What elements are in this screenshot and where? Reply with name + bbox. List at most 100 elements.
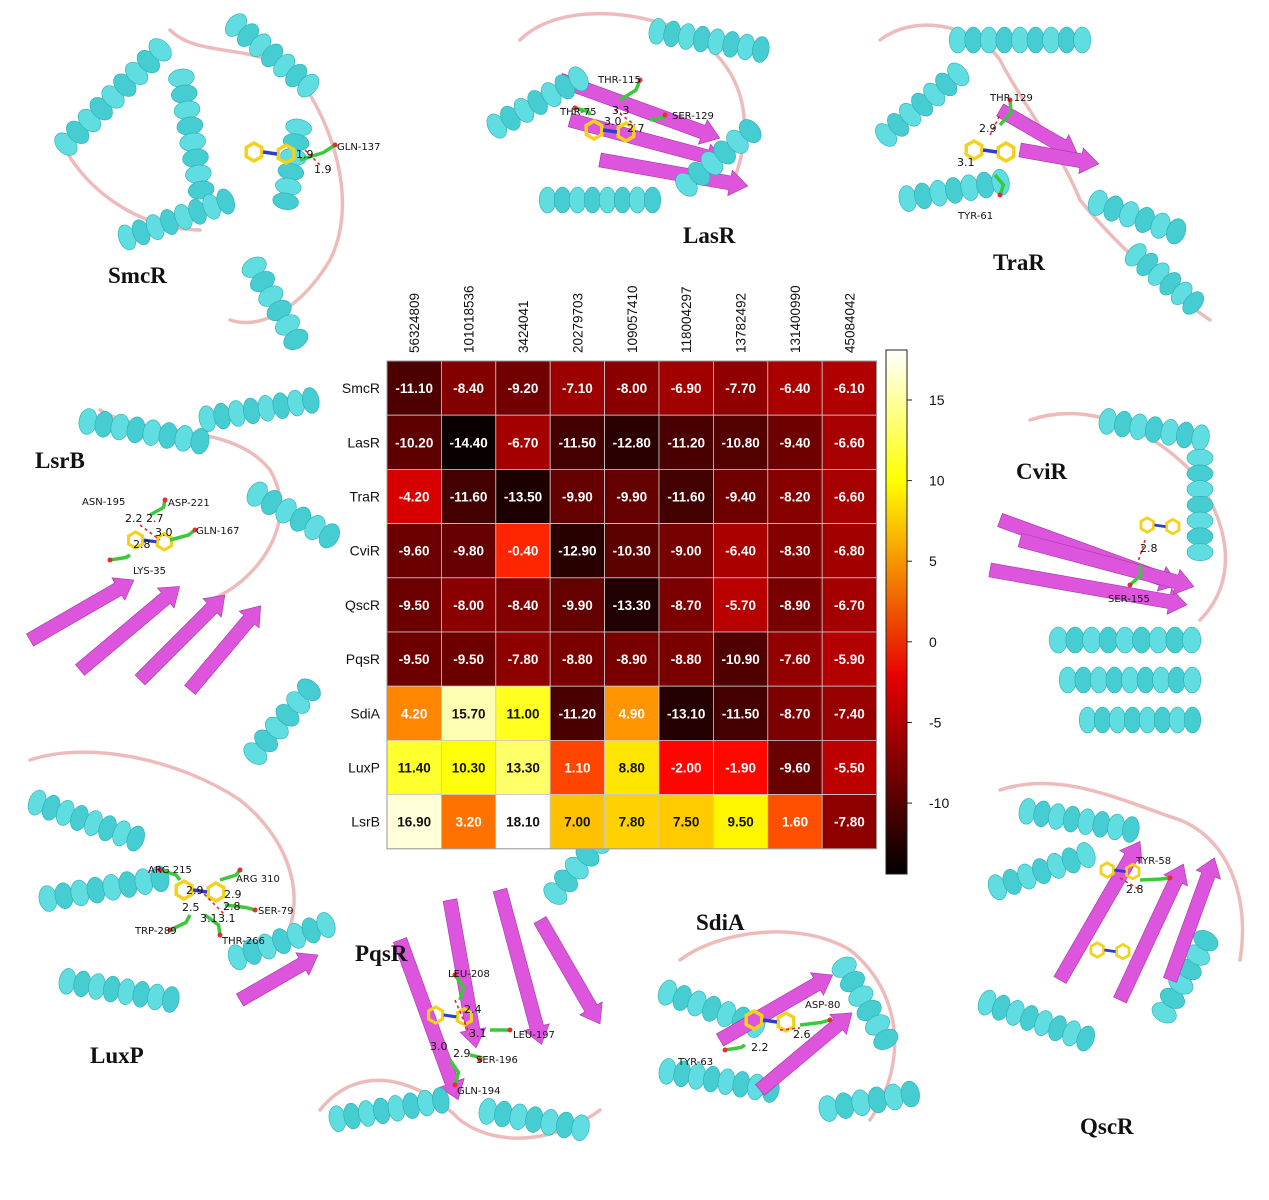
heatmap-cell-trar-5 — [658, 468, 714, 524]
ligand — [1089, 941, 1131, 961]
helix-turn — [613, 186, 632, 214]
ligand-ring — [1115, 942, 1131, 961]
heatmap-cell-luxp-1 — [440, 740, 497, 796]
alpha-helix — [818, 1080, 920, 1122]
helix-turn — [571, 1114, 590, 1141]
distance-label: 2.5 — [182, 901, 200, 914]
strand-arrow — [716, 972, 834, 1047]
colorbar — [885, 349, 908, 875]
residue-label: SER-79 — [258, 906, 294, 917]
distance-label: 2.8 — [133, 538, 151, 551]
cell-label: -9.20 — [508, 381, 539, 396]
cell-label: 9.50 — [727, 815, 753, 830]
ligand-bond — [762, 1018, 778, 1024]
alpha-helix — [898, 169, 1010, 212]
cell-label: -9.40 — [780, 435, 811, 450]
residue-atom — [722, 1047, 728, 1053]
cell-label: 4.20 — [401, 706, 427, 721]
panel-cvir: SER-155 2.8 CviR — [988, 408, 1228, 734]
alpha-helix — [58, 968, 180, 1013]
heatmap-cell-cvir-6 — [713, 523, 769, 579]
residue-sidechain — [149, 499, 167, 517]
cell-label: 4.90 — [619, 706, 645, 721]
row-label-lsrb: LsrB — [351, 814, 380, 830]
cell-label: -7.80 — [508, 652, 539, 667]
heatmap-cell-trar-3 — [549, 468, 606, 524]
cell-label: -8.30 — [780, 544, 811, 559]
strand-arrow — [236, 952, 319, 1007]
cell-label: 7.50 — [673, 815, 699, 830]
cell-label: -8.80 — [671, 652, 702, 667]
alpha-helix — [1058, 666, 1202, 694]
helix-turn — [1186, 448, 1214, 467]
distance-label: 3.1 — [469, 1027, 487, 1040]
cell-label: -11.20 — [559, 706, 597, 721]
column-label-20279703: 20279703 — [570, 293, 585, 353]
helix-turn — [1182, 626, 1202, 654]
heatmap-cell-cvir-3 — [549, 523, 606, 579]
alpha-helix — [675, 119, 762, 197]
residue-atom — [157, 867, 163, 873]
distance-label: 2.2 — [125, 512, 143, 525]
residue-atom — [997, 192, 1003, 198]
heatmap-cell-cvir-5 — [658, 523, 714, 579]
alpha-helix — [538, 186, 662, 214]
loop-coil — [28, 750, 296, 952]
distance-label: 3.1 — [200, 912, 218, 925]
heatmap-cell-lasr-5 — [658, 414, 714, 470]
residue-label: SER-196 — [476, 1055, 518, 1066]
panel-smcr: GLN-137 1.91.9 SmcR — [54, 13, 381, 350]
helix-turn — [1108, 706, 1127, 734]
residue-sidechain — [574, 106, 592, 116]
helix-turn — [1115, 626, 1135, 654]
strand-arrow — [1163, 857, 1221, 983]
helix-turn — [947, 62, 970, 87]
hydrogen-bond — [139, 524, 161, 541]
ligand-ring — [174, 878, 194, 902]
residue-sidechain — [1139, 876, 1171, 882]
cell-label: -5.70 — [725, 598, 756, 613]
residue-atom — [237, 867, 243, 873]
residue-label: SER-155 — [1108, 594, 1150, 605]
helix-turn — [1121, 666, 1139, 694]
column-label-118004297: 118004297 — [679, 286, 694, 353]
heatmap-cell-sdia-7 — [767, 685, 823, 741]
cell-label: 11.00 — [506, 706, 539, 721]
residue-sidechain — [453, 974, 466, 1001]
alpha-helix — [243, 678, 321, 765]
cell-label: -2.00 — [671, 761, 702, 776]
helix-turn — [1065, 626, 1085, 654]
helix-turn — [216, 188, 235, 215]
alpha-helix — [486, 66, 589, 139]
cell-label: -6.80 — [834, 544, 865, 559]
distance-label: 3.1 — [218, 912, 236, 925]
ligand-bond — [262, 150, 278, 156]
cell-label: -0.40 — [508, 544, 539, 559]
residue-label: LEU-197 — [513, 1030, 555, 1041]
beta-strand — [598, 152, 749, 197]
ligand — [584, 118, 636, 144]
ligand-ring — [244, 140, 264, 164]
residue-atom — [452, 972, 458, 978]
helix-turn — [1042, 26, 1060, 54]
cell-label: 8.80 — [619, 761, 645, 776]
cell-label: -8.40 — [453, 381, 484, 396]
alpha-helix — [27, 789, 145, 852]
heatmap-cell-qscr-6 — [713, 577, 769, 633]
ligand — [1099, 861, 1141, 881]
beta-strand — [1163, 857, 1221, 983]
beta-strand — [988, 562, 1188, 615]
protein-title-pqsr: PqsR — [355, 941, 408, 966]
protein-title-lsrb: LsrB — [35, 448, 85, 473]
cell-label: -8.70 — [780, 706, 811, 721]
panel-sdia: ASP-80 TYR-63 2.2 2.6 SdiA — [657, 910, 920, 1122]
residue-atom — [192, 527, 198, 533]
residue-atom — [107, 557, 113, 563]
colorbar-tick-label: 15 — [929, 392, 945, 408]
cell-label: -9.90 — [616, 490, 647, 505]
protein-title-cvir: CviR — [1016, 459, 1068, 484]
alpha-helix — [54, 38, 172, 156]
residue-label: SER-129 — [672, 111, 714, 122]
cell-label: 15.70 — [452, 706, 486, 721]
helix-turn — [1183, 706, 1202, 734]
